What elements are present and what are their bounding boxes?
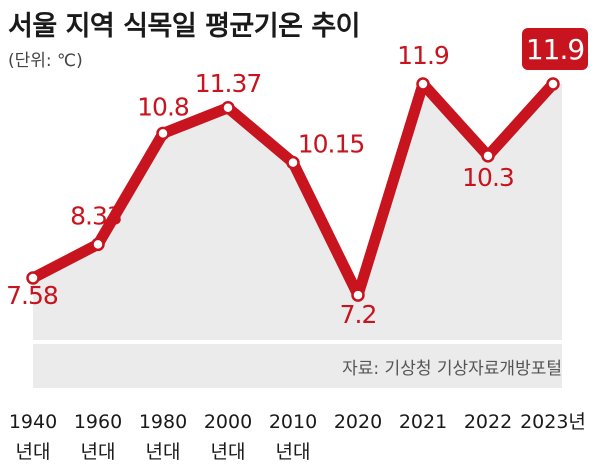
value-label: 8.33	[70, 201, 122, 230]
value-label: 10.3	[462, 163, 514, 192]
x-tick-label: 2010 년대	[269, 411, 317, 463]
x-tick-label: 1940 년대	[9, 411, 57, 463]
area-under-line	[33, 84, 562, 340]
data-point	[481, 149, 495, 163]
x-tick-label: 1980 년대	[139, 411, 187, 463]
data-point	[286, 155, 300, 170]
chart-background-area	[33, 84, 562, 388]
source-note: 자료: 기상청 기상자료개방포털	[342, 359, 562, 379]
data-point	[351, 288, 365, 302]
value-label: 11.37	[195, 69, 262, 98]
value-label: 10.8	[137, 92, 189, 121]
data-point	[91, 237, 105, 252]
data-point	[416, 77, 430, 91]
x-tick-label: 2020	[334, 411, 382, 433]
x-axis-labels: 1940 년대 1960 년대 1980 년대 2000 년대 2010 년대 2020 2021 20…	[9, 411, 586, 463]
value-label: 7.2	[340, 300, 377, 329]
x-tick-label: 2021	[399, 411, 447, 433]
x-tick-label: 1960 년대	[74, 411, 122, 463]
value-label: 11.9	[526, 33, 584, 66]
data-point	[26, 271, 40, 285]
chart-title: 서울 지역 식목일 평균기온 추이	[8, 11, 361, 42]
data-point	[156, 126, 170, 141]
unit-label: (단위: ℃)	[8, 51, 83, 71]
value-label: 11.9	[397, 41, 449, 70]
data-point	[546, 77, 560, 91]
highlight-label-box	[522, 28, 588, 70]
x-tick-label: 2023년	[520, 411, 586, 433]
source-band	[33, 344, 562, 388]
value-label: 7.58	[6, 281, 58, 310]
x-tick-label: 2022	[464, 411, 512, 433]
x-tick-label: 2000 년대	[204, 411, 252, 463]
value-label-layer: 7.58 8.33 10.811.37 10.15 7.2 11.9 10.3 11.9	[6, 28, 588, 329]
series-line-layer	[26, 77, 560, 302]
data-point	[221, 101, 235, 115]
value-label: 10.15	[298, 130, 365, 159]
